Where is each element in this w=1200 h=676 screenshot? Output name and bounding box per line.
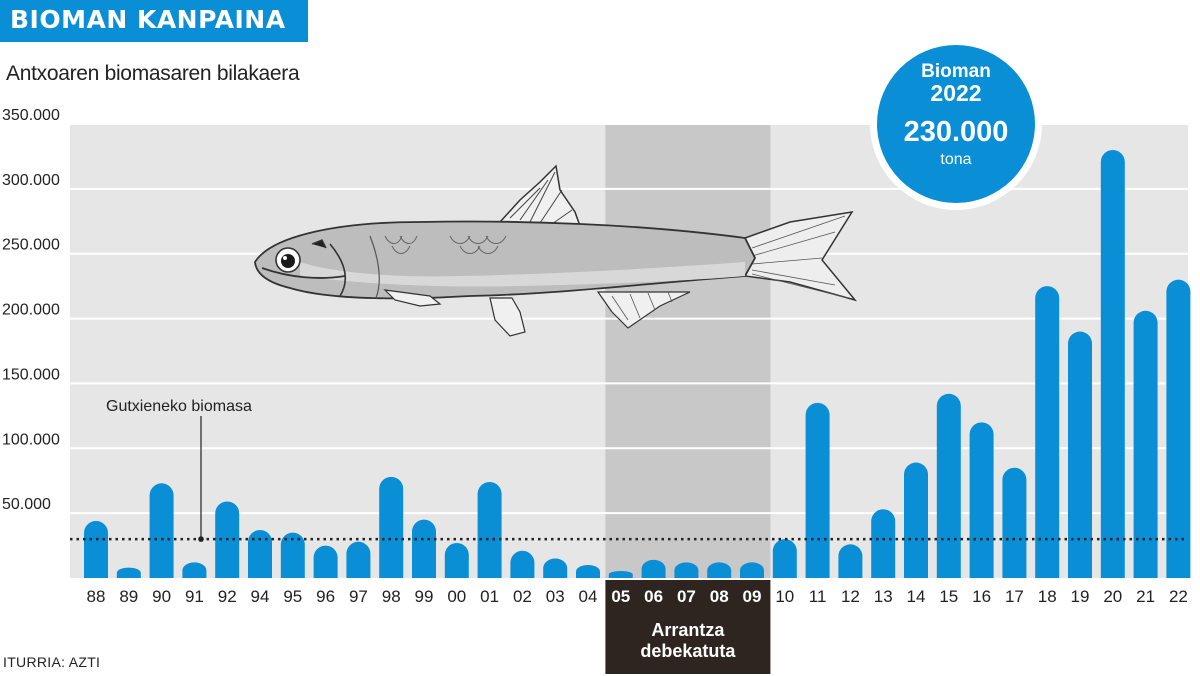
x-tick-label: 09 xyxy=(743,587,762,606)
x-tick-label: 21 xyxy=(1136,587,1155,606)
x-tick-label: 11 xyxy=(809,587,827,606)
fishing-ban-label-line1: Arrantza xyxy=(651,620,725,640)
bar-08 xyxy=(707,562,732,578)
bar-12 xyxy=(838,544,863,578)
x-tick-label: 03 xyxy=(546,587,565,606)
bar-18 xyxy=(1035,286,1060,578)
x-tick-label: 06 xyxy=(644,587,663,606)
bar-21 xyxy=(1133,310,1158,578)
anchovy-illustration xyxy=(254,164,858,337)
bar-04 xyxy=(576,565,600,578)
y-tick-label: 350.000 xyxy=(2,107,60,124)
x-tick-label: 99 xyxy=(415,587,434,606)
bar-95 xyxy=(280,532,305,578)
x-tick-label: 16 xyxy=(972,587,991,606)
bar-11 xyxy=(805,402,830,578)
fishing-ban-band xyxy=(605,124,771,578)
callout-line2: 2022 xyxy=(930,80,981,106)
bar-13 xyxy=(871,509,896,578)
x-tick-label: 90 xyxy=(152,587,171,606)
callout-line1: Bioman xyxy=(921,61,991,82)
header-badge: BIOMAN KANPAINA xyxy=(0,0,308,42)
x-tick-label: 04 xyxy=(579,587,598,606)
x-tick-label: 22 xyxy=(1169,587,1188,606)
x-tick-label: 00 xyxy=(447,587,466,606)
threshold-label: Gutxieneko biomasa xyxy=(106,398,252,415)
x-tick-label: 20 xyxy=(1103,587,1122,606)
x-tick-label: 97 xyxy=(349,587,368,606)
bar-16 xyxy=(969,422,994,578)
x-tick-label: 10 xyxy=(775,587,794,606)
y-tick-label: 250.000 xyxy=(2,237,60,254)
bar-88 xyxy=(84,520,108,578)
x-tick-label: 07 xyxy=(677,587,696,606)
x-tick-label: 92 xyxy=(218,587,237,606)
x-tick-label: 15 xyxy=(939,587,958,606)
callout-badge: Bioman 2022 230.000 tona xyxy=(870,38,1042,210)
bar-10 xyxy=(772,539,797,578)
bar-91 xyxy=(182,562,207,578)
bar-90 xyxy=(149,483,174,578)
bar-03 xyxy=(543,558,568,578)
bar-01 xyxy=(477,482,502,578)
bar-20 xyxy=(1100,149,1125,578)
bar-99 xyxy=(412,519,436,578)
bar-97 xyxy=(346,541,371,578)
source-note: ITURRIA: AZTI xyxy=(3,654,101,670)
y-tick-label: 50.000 xyxy=(2,496,51,513)
threshold-marker xyxy=(198,536,204,542)
bar-19 xyxy=(1068,331,1092,578)
x-tick-label: 13 xyxy=(874,587,893,606)
chart-subtitle: Antxoaren biomasaren bilakaera xyxy=(6,62,300,85)
x-axis-ticks: 88 89 90 91 92 94 95 96 97 98 99 00 01 02 03 04 05 06 07 08… xyxy=(87,587,1188,606)
y-tick-label: 200.000 xyxy=(2,302,60,319)
bar-09 xyxy=(740,562,764,578)
bar-96 xyxy=(313,545,338,578)
x-tick-label: 14 xyxy=(907,587,926,606)
bar-15 xyxy=(936,393,961,578)
x-tick-label: 89 xyxy=(119,587,138,606)
fishing-ban-label-line2: debekatuta xyxy=(640,641,736,661)
x-tick-label: 05 xyxy=(611,587,630,606)
bar-94 xyxy=(248,530,272,578)
bar-22 xyxy=(1166,279,1191,578)
callout-value: 230.000 xyxy=(904,116,1009,148)
header-title: BIOMAN KANPAINA xyxy=(10,5,286,34)
y-tick-label: 100.000 xyxy=(2,431,60,448)
bar-06 xyxy=(641,559,666,578)
x-tick-label: 88 xyxy=(87,587,106,606)
x-tick-label: 98 xyxy=(382,587,401,606)
bar-89 xyxy=(116,567,141,578)
bar-14 xyxy=(904,462,928,578)
x-tick-label: 96 xyxy=(316,587,335,606)
x-tick-label: 08 xyxy=(710,587,729,606)
bar-00 xyxy=(444,542,469,578)
bars xyxy=(84,149,1191,578)
x-tick-label: 94 xyxy=(251,587,270,606)
y-tick-label: 150.000 xyxy=(2,366,60,383)
fishing-ban-label-box xyxy=(605,580,771,674)
x-tick-label: 18 xyxy=(1038,587,1057,606)
y-tick-label: 300.000 xyxy=(2,172,60,189)
x-tick-label: 95 xyxy=(283,587,302,606)
bar-02 xyxy=(510,550,535,578)
x-tick-label: 17 xyxy=(1005,587,1024,606)
x-tick-label: 19 xyxy=(1071,587,1090,606)
bar-05 xyxy=(608,571,633,578)
x-tick-label: 91 xyxy=(185,587,204,606)
x-tick-label: 12 xyxy=(841,587,860,606)
x-tick-label: 01 xyxy=(480,587,499,606)
callout-unit: tona xyxy=(940,151,971,168)
x-tick-label: 02 xyxy=(513,587,532,606)
bar-07 xyxy=(674,562,699,578)
y-axis-ticks: 350.000 300.000 250.000 200.000 150.000 100.0… xyxy=(2,107,60,513)
bar-98 xyxy=(379,476,404,578)
bar-17 xyxy=(1002,467,1027,578)
